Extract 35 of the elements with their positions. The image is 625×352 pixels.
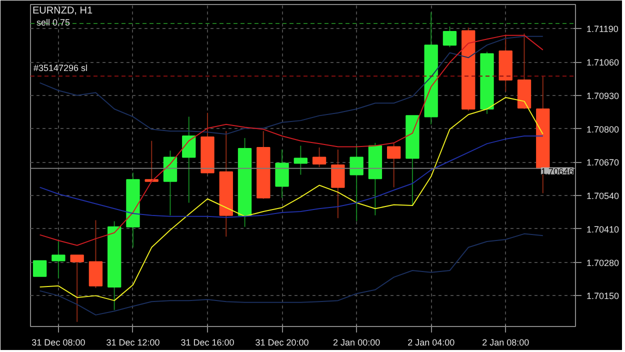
candlestick <box>294 145 308 176</box>
x-tick-label: 31 Dec 08:00 <box>32 338 86 348</box>
y-tick-label: 1.70930 <box>586 90 620 101</box>
ref-line-label: #35147296 sl <box>34 63 88 74</box>
x-tick-label: 31 Dec 20:00 <box>255 338 309 348</box>
x-tick-label: 2 Jan 04:00 <box>408 338 455 348</box>
candlestick <box>52 241 66 279</box>
line-series <box>39 233 544 316</box>
y-tick-label: 1.70150 <box>586 291 620 302</box>
ref-line-label: 1.70646 <box>540 166 574 176</box>
candlestick <box>32 260 47 277</box>
text: sell 0.75 <box>36 18 70 28</box>
y-tick-label: 1.71190 <box>586 24 618 34</box>
candlestick <box>70 254 84 322</box>
y-tick-label: 1.70800 <box>586 124 620 134</box>
line-series <box>39 96 544 302</box>
line-series <box>39 135 544 218</box>
candlestick <box>387 142 401 188</box>
candlestick <box>275 149 289 198</box>
y-tick-label: 1.70280 <box>586 258 620 268</box>
y-tick-label: 1.70670 <box>586 158 620 168</box>
y-tick-label: 1.71060 <box>586 58 620 68</box>
candlestick <box>312 147 326 168</box>
y-tick-label: 1.70410 <box>586 224 620 234</box>
candlestick <box>350 145 364 222</box>
x-tick-label: 2 Jan 00:00 <box>333 338 380 348</box>
candlestick <box>442 26 457 48</box>
chart-title: EURNZD, H1 <box>32 6 93 16</box>
candlestick <box>144 140 158 182</box>
x-tick-label: 31 Dec 12:00 <box>106 338 160 348</box>
candlestick <box>331 149 345 219</box>
candlestick <box>182 116 196 204</box>
y-tick-label: 1.70540 <box>586 191 620 202</box>
x-tick-label: 2 Jan 08:00 <box>482 338 530 348</box>
x-tick-label: 31 Dec 16:00 <box>180 338 234 348</box>
